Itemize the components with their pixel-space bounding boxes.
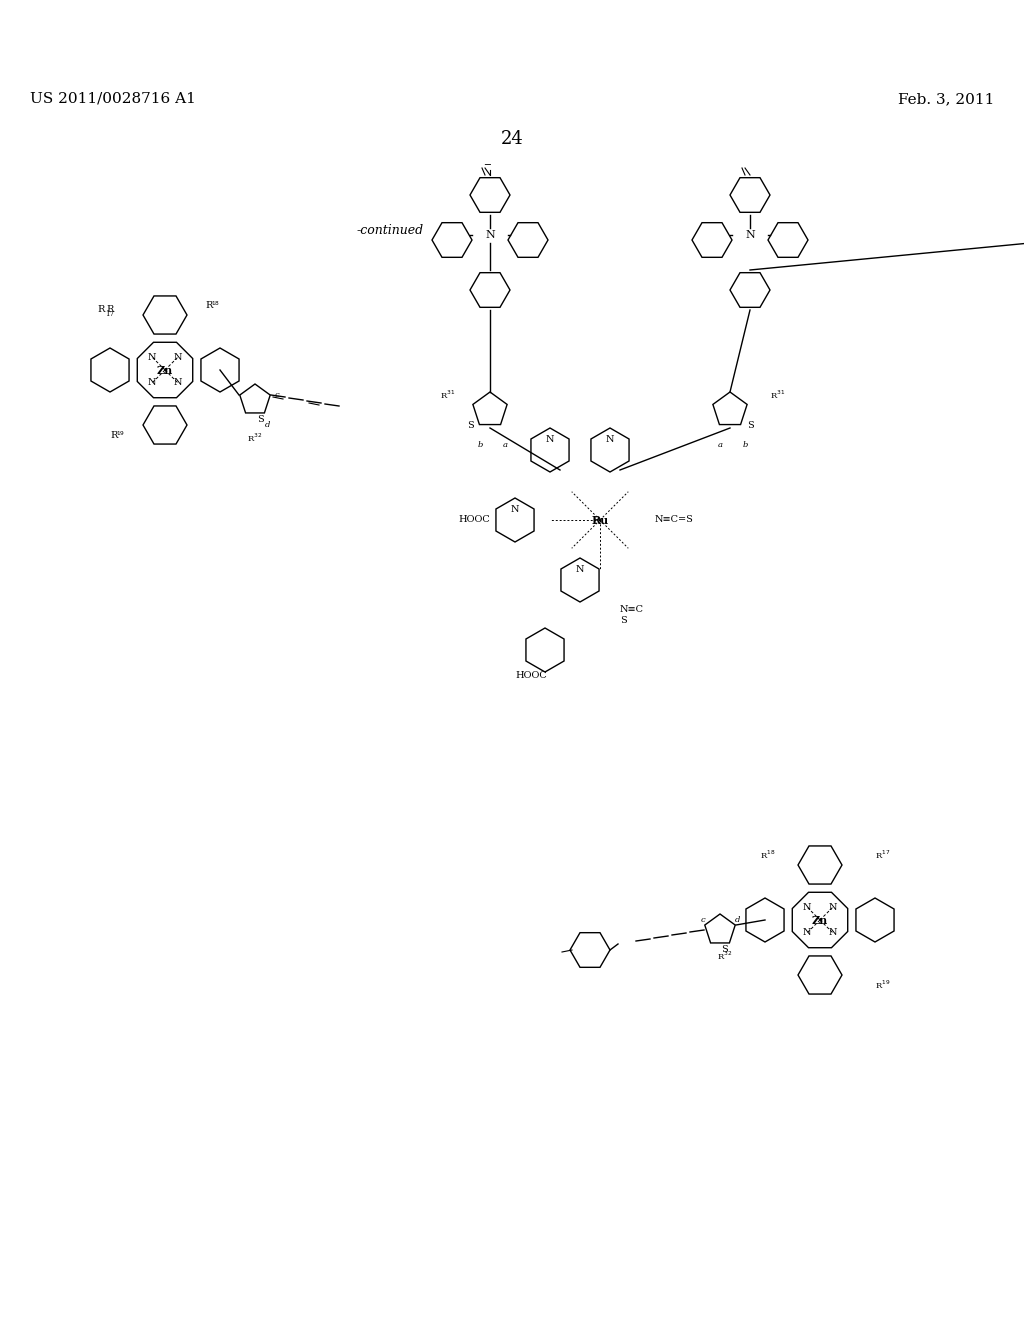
Text: Ru: Ru <box>592 515 608 525</box>
Text: b: b <box>742 441 748 449</box>
Text: d: d <box>735 916 740 924</box>
Text: N≡C
S: N≡C S <box>620 606 644 624</box>
Text: c: c <box>700 916 705 924</box>
Text: N: N <box>606 436 614 445</box>
Text: R$^{32}$: R$^{32}$ <box>718 949 732 962</box>
Text: d: d <box>265 421 270 429</box>
Text: a: a <box>718 441 723 449</box>
Text: N≡C=S: N≡C=S <box>655 516 694 524</box>
Text: US 2011/0028716 A1: US 2011/0028716 A1 <box>30 92 196 106</box>
Text: N: N <box>803 903 812 912</box>
Text: N: N <box>485 230 495 240</box>
Text: R$^{31}$: R$^{31}$ <box>770 389 785 401</box>
Text: b: b <box>477 441 482 449</box>
Text: R$^{19}$: R$^{19}$ <box>874 979 891 991</box>
Text: R$^{17}$: R$^{17}$ <box>874 849 891 861</box>
Text: -continued: -continued <box>356 224 424 238</box>
Text: a: a <box>503 441 508 449</box>
Text: Zn: Zn <box>812 915 828 925</box>
Text: S: S <box>467 421 473 429</box>
Text: N: N <box>148 352 157 362</box>
Text: S: S <box>722 945 728 954</box>
Text: 24: 24 <box>501 129 523 148</box>
Text: 17: 17 <box>105 310 114 318</box>
Text: Feb. 3, 2011: Feb. 3, 2011 <box>898 92 994 106</box>
Text: N: N <box>173 379 182 387</box>
Text: HOOC: HOOC <box>459 516 490 524</box>
Text: N: N <box>575 565 585 574</box>
Text: N: N <box>803 928 812 937</box>
Text: $^{18}$: $^{18}$ <box>211 301 220 309</box>
Text: N: N <box>828 928 837 937</box>
Text: R: R <box>106 305 114 314</box>
Text: Zn: Zn <box>157 364 173 375</box>
Text: c: c <box>275 391 280 399</box>
Text: R$^{18}$: R$^{18}$ <box>760 849 775 861</box>
Text: N: N <box>745 230 755 240</box>
Text: N: N <box>173 352 182 362</box>
Text: N: N <box>511 506 519 515</box>
Text: HOOC: HOOC <box>515 671 547 680</box>
Text: N: N <box>546 436 554 445</box>
Text: S: S <box>257 416 263 425</box>
Text: R: R <box>97 305 105 314</box>
Text: R$^{32}$: R$^{32}$ <box>248 432 262 445</box>
Text: N: N <box>148 379 157 387</box>
Text: ─: ─ <box>484 160 489 170</box>
Text: R: R <box>110 430 118 440</box>
Text: S: S <box>746 421 754 429</box>
Text: R: R <box>205 301 212 309</box>
Text: N: N <box>828 903 837 912</box>
Text: R$^{31}$: R$^{31}$ <box>439 389 455 401</box>
Text: $^{19}$: $^{19}$ <box>116 432 125 440</box>
